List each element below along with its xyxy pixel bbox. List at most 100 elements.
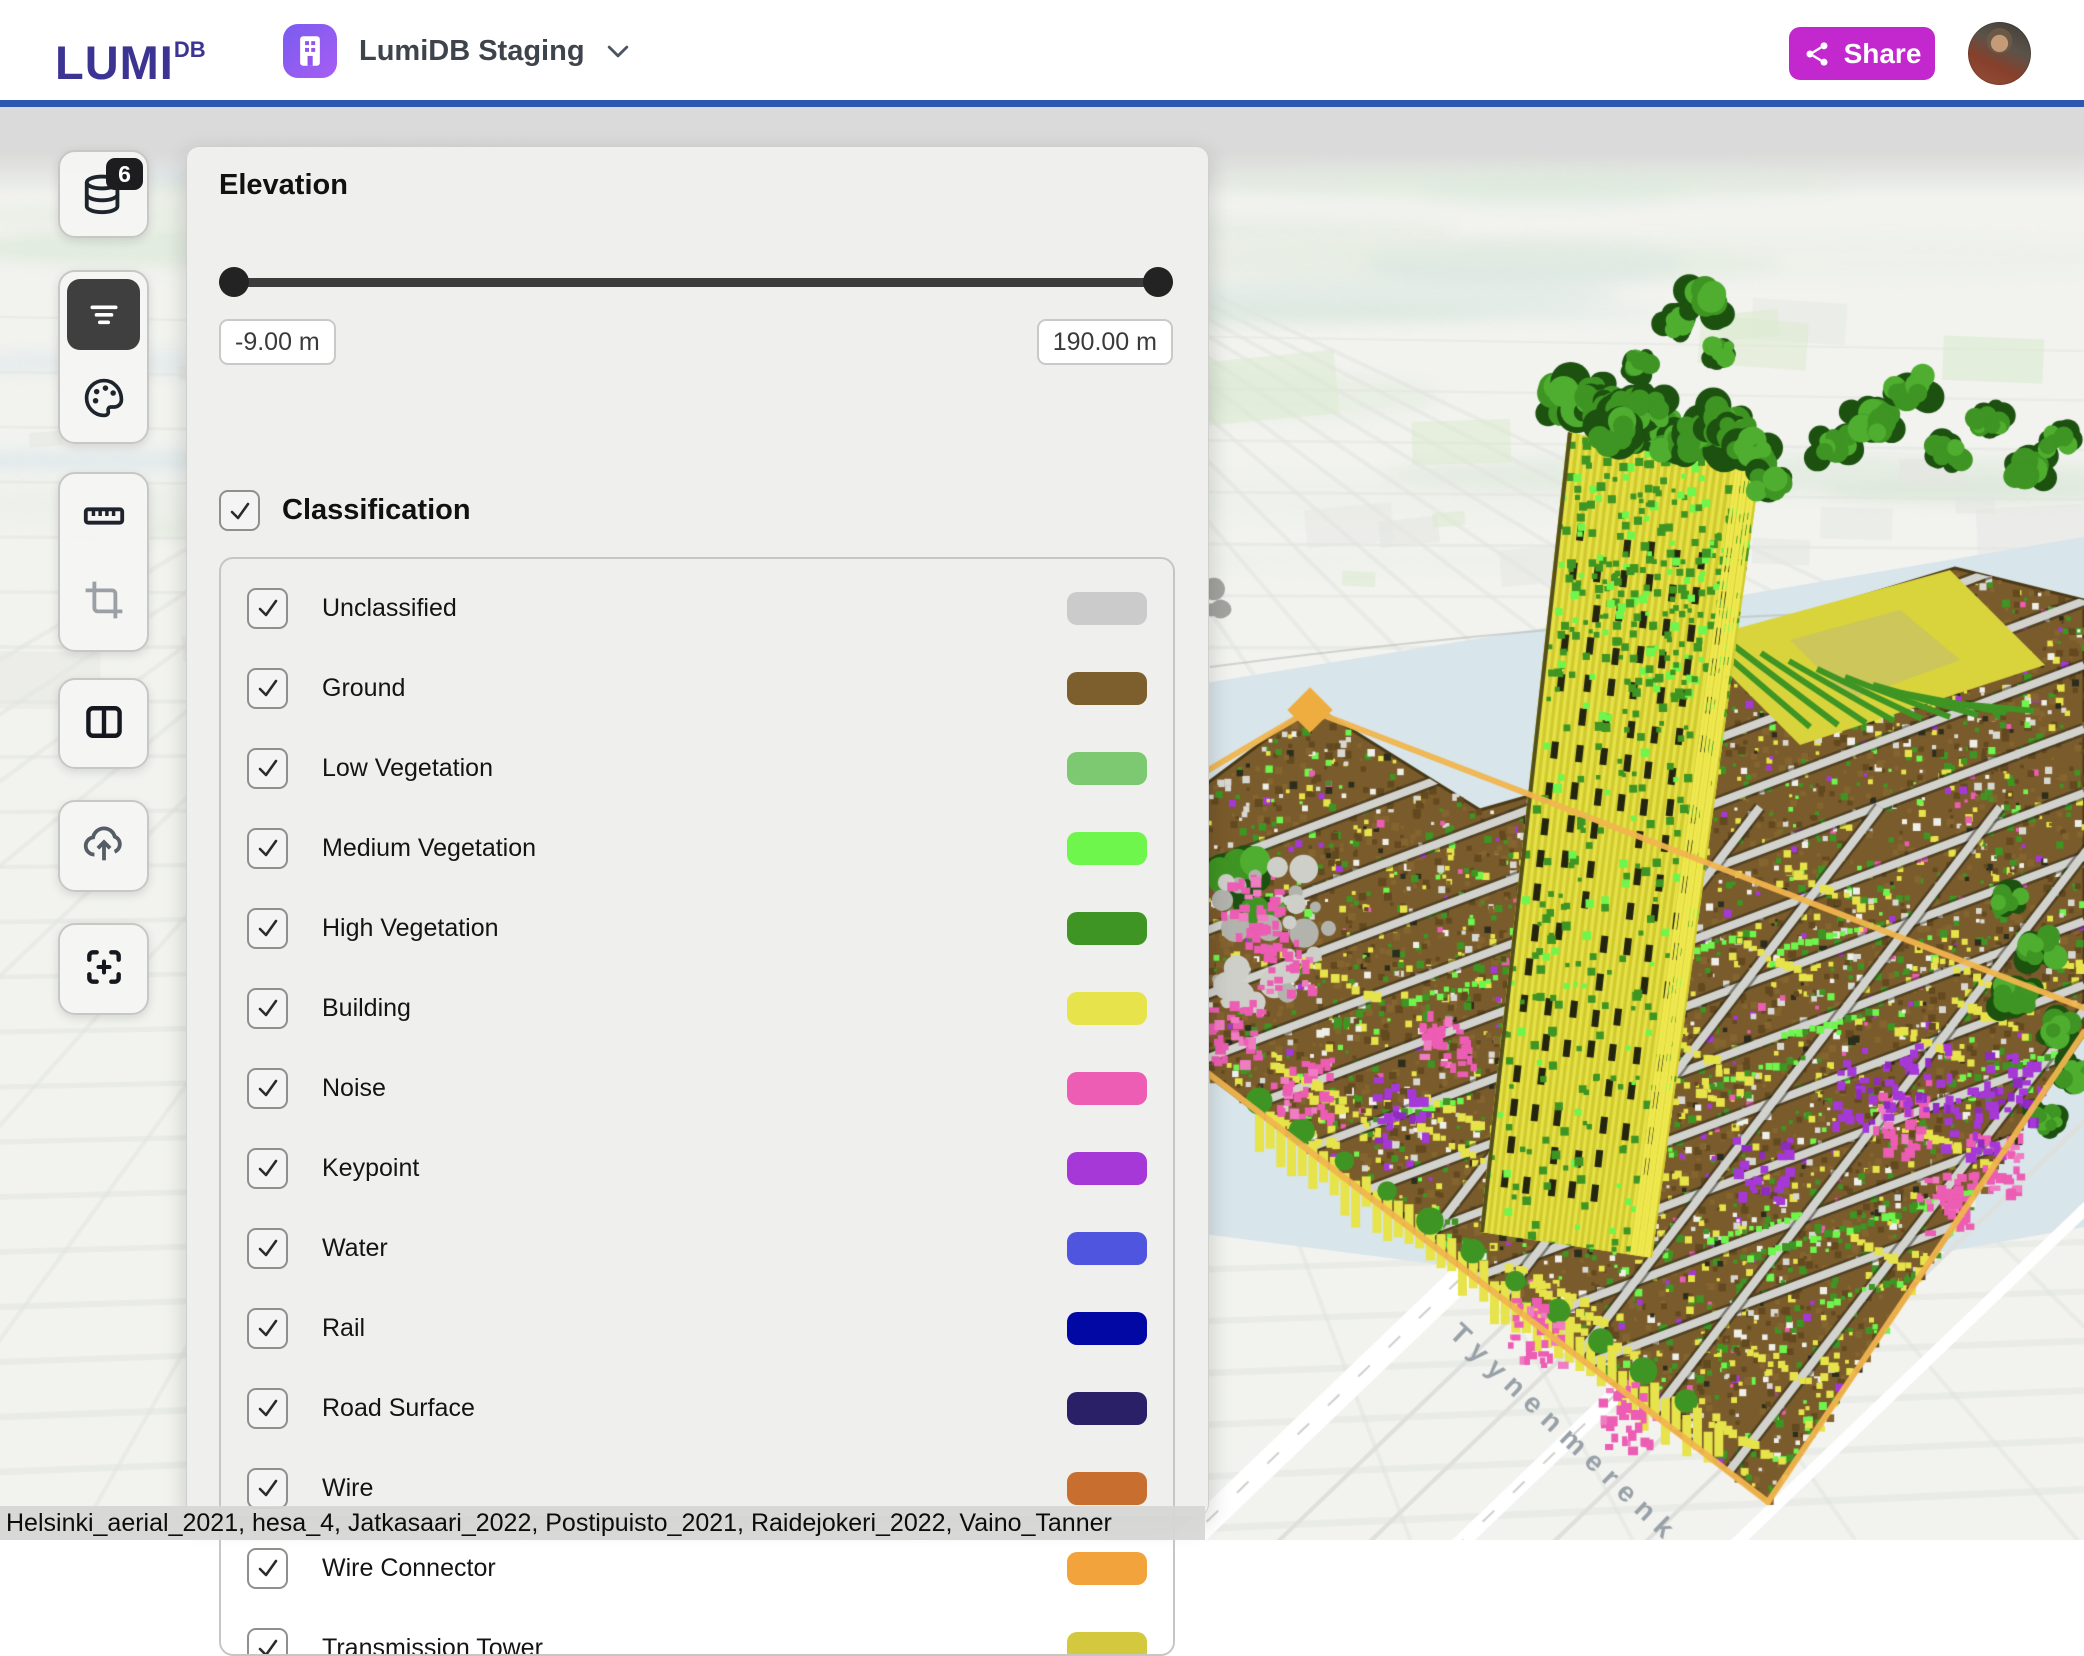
class-checkbox[interactable]	[247, 1308, 288, 1349]
class-label: Low Vegetation	[322, 754, 493, 783]
check-icon	[256, 996, 280, 1020]
class-color-swatch[interactable]	[1067, 1472, 1147, 1505]
class-checkbox[interactable]	[247, 748, 288, 789]
class-label: Transmission Tower	[322, 1634, 543, 1656]
check-icon	[256, 676, 280, 700]
elevation-max-handle[interactable]	[1143, 267, 1173, 297]
upload-button[interactable]	[60, 802, 147, 886]
class-color-swatch[interactable]	[1067, 1232, 1147, 1265]
classification-row: High Vegetation	[221, 906, 1173, 950]
toolbar-display-group	[58, 270, 149, 444]
filter-selected-tile	[67, 279, 140, 350]
elevation-max-value[interactable]: 190.00 m	[1037, 319, 1173, 365]
class-color-swatch[interactable]	[1067, 1392, 1147, 1425]
classification-row: Water	[221, 1226, 1173, 1270]
classification-row: Wire Connector	[221, 1546, 1173, 1590]
class-checkbox[interactable]	[247, 588, 288, 629]
ruler-icon	[81, 493, 127, 539]
loaded-datasets-text: Helsinki_aerial_2021, hesa_4, Jatkasaari…	[6, 1509, 1112, 1538]
check-icon	[256, 1316, 280, 1340]
filter-tool-button[interactable]	[60, 272, 147, 356]
check-icon	[256, 1156, 280, 1180]
toolbar-measure-group	[58, 472, 149, 652]
class-color-swatch[interactable]	[1067, 992, 1147, 1025]
class-checkbox[interactable]	[247, 1148, 288, 1189]
class-checkbox[interactable]	[247, 1228, 288, 1269]
elevation-min-value[interactable]: -9.00 m	[219, 319, 336, 365]
crop-button[interactable]	[60, 558, 147, 642]
classification-row: Noise	[221, 1066, 1173, 1110]
check-icon	[256, 1556, 280, 1580]
cloud-upload-icon	[81, 821, 127, 867]
classification-row: Building	[221, 986, 1173, 1030]
class-label: Keypoint	[322, 1154, 419, 1183]
elevation-slider[interactable]	[219, 267, 1173, 297]
share-button[interactable]: Share	[1789, 27, 1935, 80]
class-checkbox[interactable]	[247, 1468, 288, 1509]
check-icon	[256, 756, 280, 780]
dataset-count-badge: 6	[106, 158, 143, 190]
chevron-down-icon	[607, 44, 629, 59]
user-avatar[interactable]	[1968, 22, 2031, 85]
class-color-swatch[interactable]	[1067, 1072, 1147, 1105]
filter-panel: Elevation -9.00 m 190.00 m Classificatio…	[186, 146, 1209, 1517]
class-label: Wire Connector	[322, 1554, 496, 1583]
check-icon	[228, 499, 252, 523]
project-building-icon	[283, 24, 337, 78]
class-label: Medium Vegetation	[322, 834, 536, 863]
project-switcher[interactable]: LumiDB Staging	[283, 24, 629, 78]
class-color-swatch[interactable]	[1067, 752, 1147, 785]
status-bar: Helsinki_aerial_2021, hesa_4, Jatkasaari…	[0, 1506, 1205, 1540]
class-color-swatch[interactable]	[1067, 1632, 1147, 1656]
class-color-swatch[interactable]	[1067, 912, 1147, 945]
measure-button[interactable]	[60, 474, 147, 558]
split-view-icon	[82, 700, 126, 744]
class-color-swatch[interactable]	[1067, 1312, 1147, 1345]
class-color-swatch[interactable]	[1067, 672, 1147, 705]
share-icon	[1803, 40, 1831, 68]
classification-row: Rail	[221, 1306, 1173, 1350]
toolbar-focus-group	[58, 923, 149, 1015]
classification-title: Classification	[282, 494, 471, 527]
classification-row: Keypoint	[221, 1146, 1173, 1190]
class-label: Wire	[322, 1474, 373, 1503]
class-checkbox[interactable]	[247, 668, 288, 709]
check-icon	[256, 1076, 280, 1100]
app-header: LUMIDB LumiDB Staging Share	[0, 0, 2084, 107]
color-style-button[interactable]	[60, 356, 147, 440]
classification-row: Unclassified	[221, 586, 1173, 630]
elevation-min-handle[interactable]	[219, 267, 249, 297]
app: LUMIDB LumiDB Staging Share	[0, 0, 2084, 1540]
filter-icon	[84, 294, 124, 334]
check-icon	[256, 1236, 280, 1260]
check-icon	[256, 1636, 280, 1656]
check-icon	[256, 916, 280, 940]
class-checkbox[interactable]	[247, 908, 288, 949]
focus-center-button[interactable]	[60, 925, 147, 1009]
class-checkbox[interactable]	[247, 828, 288, 869]
class-label: Ground	[322, 674, 405, 703]
split-view-button[interactable]	[60, 680, 147, 764]
datasets-button[interactable]: 6	[60, 152, 147, 236]
class-label: Noise	[322, 1074, 386, 1103]
class-label: High Vegetation	[322, 914, 499, 943]
toolbar-upload-group	[58, 800, 149, 892]
check-icon	[256, 1396, 280, 1420]
project-name: LumiDB Staging	[359, 35, 585, 68]
class-color-swatch[interactable]	[1067, 1152, 1147, 1185]
focus-center-icon	[82, 945, 126, 989]
class-color-swatch[interactable]	[1067, 832, 1147, 865]
check-icon	[256, 1476, 280, 1500]
check-icon	[256, 596, 280, 620]
elevation-slider-track[interactable]	[219, 278, 1173, 287]
class-checkbox[interactable]	[247, 1068, 288, 1109]
class-checkbox[interactable]	[247, 1548, 288, 1589]
classification-row: Ground	[221, 666, 1173, 710]
class-checkbox[interactable]	[247, 1628, 288, 1656]
classification-row: Low Vegetation	[221, 746, 1173, 790]
class-color-swatch[interactable]	[1067, 592, 1147, 625]
class-checkbox[interactable]	[247, 1388, 288, 1429]
classification-checkbox[interactable]	[219, 490, 260, 531]
class-color-swatch[interactable]	[1067, 1552, 1147, 1585]
class-checkbox[interactable]	[247, 988, 288, 1029]
